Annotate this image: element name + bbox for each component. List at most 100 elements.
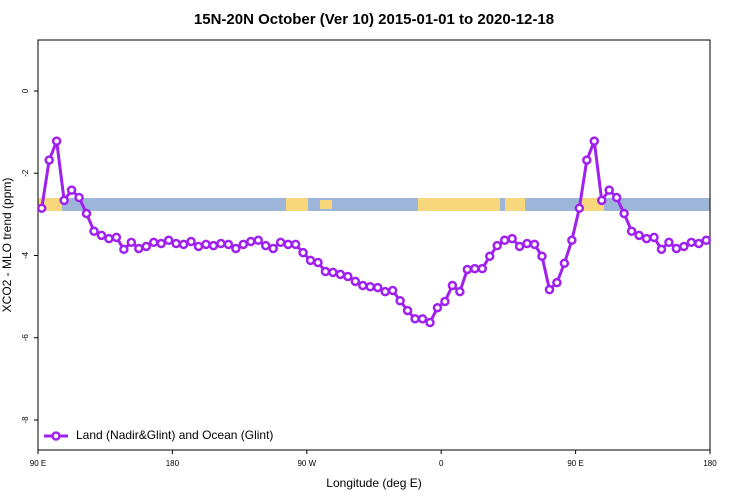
point — [484, 251, 495, 262]
point — [582, 155, 592, 165]
point — [462, 264, 473, 275]
point — [611, 192, 622, 203]
point — [477, 263, 488, 274]
point — [358, 280, 368, 291]
point — [246, 236, 256, 247]
point — [163, 235, 174, 246]
point — [417, 314, 428, 324]
point — [656, 244, 667, 255]
plot-box — [37, 39, 711, 451]
point — [514, 241, 525, 252]
x-tick-label: 90 E — [567, 459, 583, 468]
point — [619, 208, 629, 219]
x-tick-label: 180 — [166, 459, 180, 468]
point — [447, 280, 458, 291]
point — [231, 243, 241, 254]
x-tick-label: 180 — [703, 459, 717, 468]
point — [126, 237, 137, 248]
point — [552, 277, 562, 288]
point — [649, 232, 659, 243]
point — [74, 192, 84, 203]
point — [470, 263, 480, 274]
point — [380, 286, 390, 297]
point — [268, 243, 278, 254]
point — [686, 237, 697, 248]
point — [343, 271, 353, 282]
y-tick-label: -4 — [21, 251, 30, 259]
point — [455, 286, 465, 297]
y-tick-label: -2 — [21, 169, 30, 177]
point — [111, 232, 122, 243]
point — [537, 251, 547, 262]
point — [96, 230, 107, 241]
point — [440, 296, 450, 307]
point — [574, 203, 585, 213]
point — [320, 266, 331, 277]
y-tick-label: -8 — [21, 416, 30, 424]
point — [664, 237, 674, 248]
x-tick-label: 90 E — [30, 459, 46, 468]
point — [260, 240, 271, 251]
x-tick-label: 90 W — [297, 459, 316, 468]
legend-label: Land (Nadir&Glint) and Ocean (Glint) — [76, 428, 273, 442]
point — [671, 243, 682, 254]
point — [402, 305, 413, 316]
y-tick-label: 0 — [21, 88, 30, 93]
point — [283, 239, 293, 250]
point — [216, 238, 226, 249]
point — [567, 235, 577, 246]
point — [335, 269, 346, 280]
point — [44, 155, 54, 165]
point — [253, 235, 264, 246]
point — [81, 208, 92, 219]
point — [492, 240, 502, 251]
point — [328, 267, 338, 278]
point — [208, 240, 219, 251]
point — [432, 302, 443, 313]
point — [559, 258, 570, 269]
point — [89, 226, 99, 236]
point — [641, 233, 652, 244]
x-tick-label: 0 — [439, 459, 444, 468]
y-tick-label: -6 — [21, 334, 30, 342]
point — [604, 185, 614, 195]
point — [36, 203, 47, 213]
point — [694, 238, 704, 249]
point — [186, 236, 196, 247]
point — [238, 239, 249, 250]
x-axis-label: Longitude (deg E) — [326, 476, 421, 490]
point — [589, 136, 600, 146]
point — [51, 136, 62, 146]
legend-marker — [51, 431, 61, 441]
point — [119, 244, 129, 255]
point — [410, 314, 420, 324]
map-strip — [38, 198, 710, 211]
point — [425, 317, 435, 328]
point — [596, 195, 607, 206]
point — [223, 239, 234, 250]
point — [104, 233, 114, 244]
point — [66, 185, 77, 195]
series-line — [40, 140, 707, 325]
point — [387, 285, 398, 296]
point — [193, 241, 204, 252]
point — [141, 241, 152, 252]
point — [350, 276, 361, 287]
point — [59, 195, 69, 206]
point — [701, 235, 712, 246]
chart-title: 15N-20N October (Ver 10) 2015-01-01 to 2… — [194, 11, 554, 28]
point — [305, 255, 316, 266]
point — [626, 226, 637, 236]
point — [522, 238, 532, 249]
point — [290, 239, 301, 250]
point — [298, 247, 308, 258]
point — [156, 238, 166, 249]
point — [529, 239, 540, 250]
point — [178, 239, 189, 250]
point — [201, 239, 211, 250]
y-axis-label: XCO2 - MLO trend (ppm) — [0, 178, 14, 313]
point — [365, 281, 376, 292]
point — [134, 243, 144, 254]
point — [507, 233, 517, 244]
